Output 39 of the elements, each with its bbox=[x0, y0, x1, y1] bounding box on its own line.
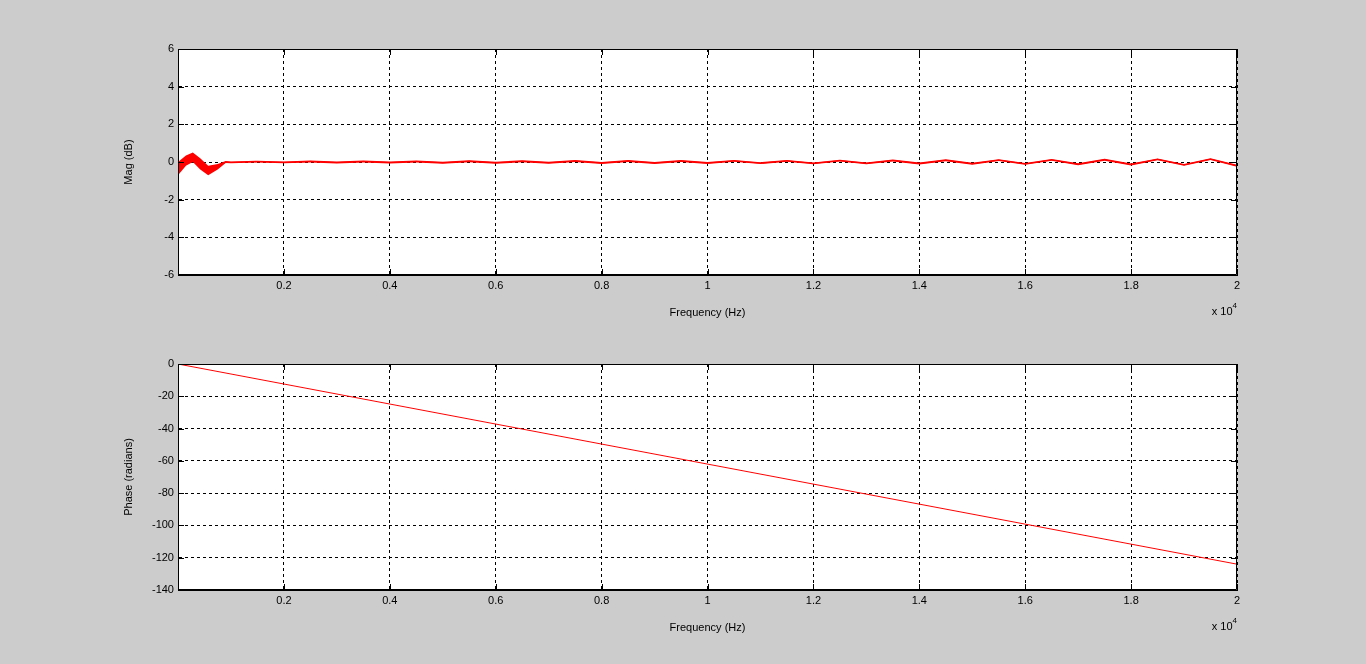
x-tick-label: 1.2 bbox=[805, 593, 822, 606]
y-tick-label: -140 bbox=[151, 583, 174, 596]
y-tick-label: -2 bbox=[164, 192, 174, 205]
x-tick-label: 0.8 bbox=[593, 278, 610, 291]
y-tick-label: 0 bbox=[167, 155, 174, 168]
y-tick-label: 0 bbox=[167, 357, 174, 370]
x-tick-label: 0.2 bbox=[276, 593, 292, 606]
x-tick-label: 0.4 bbox=[382, 278, 398, 291]
y-axis-title: Mag (dB) bbox=[121, 139, 134, 185]
y-tick-label: -40 bbox=[158, 421, 174, 434]
x-tick-label: 1.2 bbox=[805, 278, 822, 291]
y-tick-label: -120 bbox=[151, 550, 174, 563]
x-tick-label: 1.8 bbox=[1123, 278, 1139, 291]
x-tick-label: 0.4 bbox=[382, 593, 398, 606]
x-tick-label: 1.4 bbox=[911, 593, 927, 606]
y-tick-label: -100 bbox=[151, 518, 174, 531]
x-tick-label: 1 bbox=[704, 278, 711, 291]
y-tick-label: -6 bbox=[164, 268, 174, 281]
x-tick-label: 0.6 bbox=[488, 593, 504, 606]
x-tick-label: 0.2 bbox=[276, 278, 292, 291]
y-tick-label: -20 bbox=[158, 389, 174, 402]
x-tick-label: 0.6 bbox=[488, 278, 504, 291]
x-axis-title: Frequency (Hz) bbox=[669, 621, 746, 634]
x-tick-label: 2 bbox=[1233, 278, 1241, 291]
y-tick-label: -80 bbox=[158, 486, 174, 499]
y-tick-label: 2 bbox=[167, 117, 174, 130]
x-tick-label: 1.6 bbox=[1017, 278, 1033, 291]
x-tick-label: 1.6 bbox=[1017, 593, 1033, 606]
x-axis-title: Frequency (Hz) bbox=[669, 306, 746, 319]
y-tick-label: 6 bbox=[167, 42, 174, 55]
x-tick-label: 1 bbox=[704, 593, 711, 606]
y-axis-title: Phase (radians) bbox=[121, 438, 134, 516]
y-tick-label: -60 bbox=[158, 453, 174, 466]
x-tick-label: 1.4 bbox=[911, 278, 927, 291]
x-tick-label: 1.8 bbox=[1123, 593, 1139, 606]
y-tick-label: 4 bbox=[167, 79, 174, 92]
x-tick-label: 2 bbox=[1233, 593, 1241, 606]
y-tick-label: -4 bbox=[164, 230, 174, 243]
x-tick-label: 0.8 bbox=[593, 593, 610, 606]
